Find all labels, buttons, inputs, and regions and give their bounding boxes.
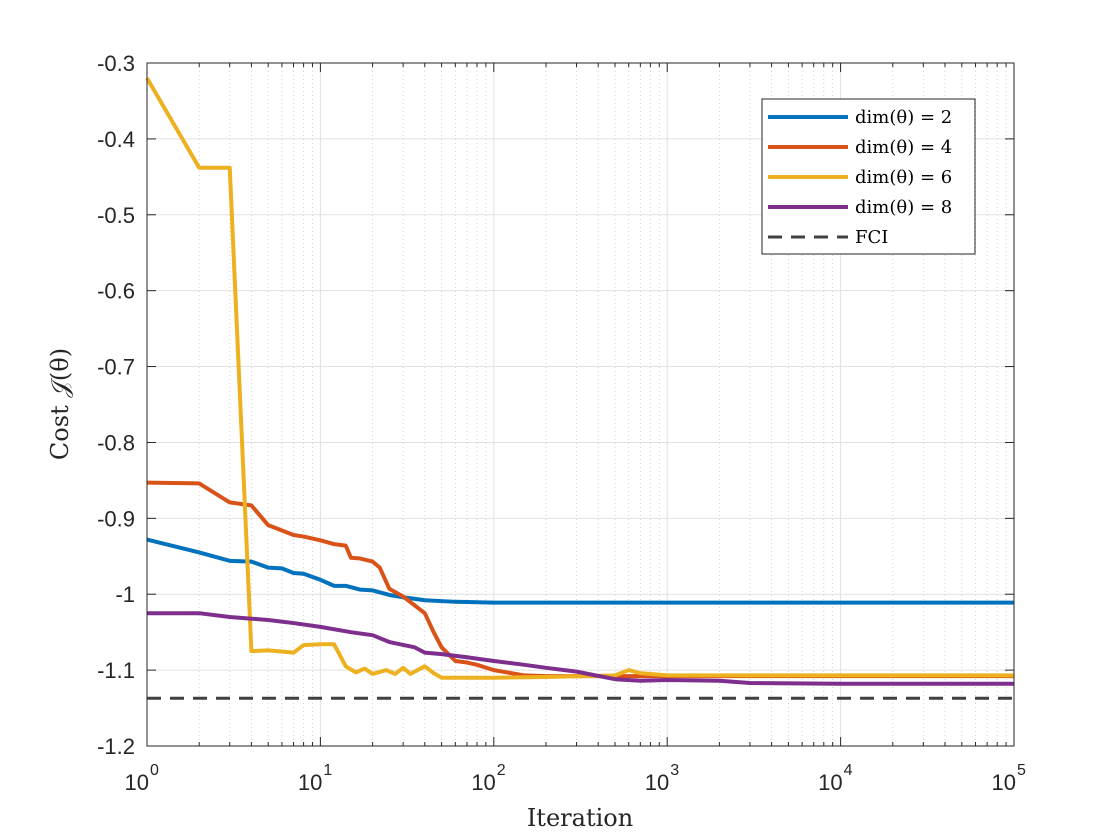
x-tick-labels: 10 0 10 1 10 2 10 3 10 4 10 5 (125, 762, 1026, 795)
y-tick-label: -1.2 (97, 734, 135, 759)
y-tick-label: -1.1 (97, 658, 135, 683)
y-tick-label: -0.4 (97, 127, 135, 152)
y-tick-label: -0.5 (97, 203, 135, 228)
x-tick-label-base: 10 (645, 770, 669, 795)
axis-ticks (146, 62, 1015, 747)
series-line-4 (147, 611, 1014, 686)
x-tick-label-exponent: 0 (150, 762, 159, 779)
legend: dim(θ) = 2 dim(θ) = 4 dim(θ) = 6 dim(θ) = 8… (761, 98, 976, 255)
x-tick-label-base: 10 (125, 770, 149, 795)
legend-label-2: dim(θ) = 4 (855, 137, 952, 158)
x-tick-label-exponent: 5 (1017, 762, 1026, 779)
x-tick-label-base: 10 (471, 770, 495, 795)
x-tick-label-base: 10 (818, 770, 842, 795)
series-layer (145, 77, 1014, 700)
x-tick-label-exponent: 2 (497, 762, 506, 779)
series-line-1 (146, 537, 1014, 605)
y-tick-label: -1 (115, 582, 135, 607)
series-line-2 (146, 480, 1014, 679)
legend-label-3: dim(θ) = 6 (855, 167, 952, 188)
x-tick-label-exponent: 1 (323, 762, 332, 779)
x-axis-title: Iteration (527, 804, 633, 832)
y-axis-title: Cost 𝒥(θ) (46, 348, 74, 460)
y-tick-label: -0.7 (97, 355, 135, 380)
y-tick-label: -0.8 (97, 430, 135, 455)
plot-area-frame (146, 62, 1015, 747)
major-gridlines (146, 62, 1015, 747)
legend-label-1: dim(θ) = 2 (855, 107, 952, 128)
x-tick-label-exponent: 3 (670, 762, 679, 779)
y-tick-label: -0.9 (97, 506, 135, 531)
y-tick-labels: -0.3 -0.4 -0.5 -0.6 -0.7 -0.8 -0.9 -1 -1.1 -1.2 (97, 51, 135, 759)
x-tick-label-exponent: 4 (844, 762, 853, 779)
legend-label-5: FCI (855, 227, 888, 248)
legend-label-4: dim(θ) = 8 (855, 197, 952, 218)
x-tick-label-base: 10 (298, 770, 322, 795)
y-tick-label: -0.3 (97, 51, 135, 76)
x-tick-label-base: 10 (992, 770, 1016, 795)
y-tick-label: -0.6 (97, 279, 135, 304)
